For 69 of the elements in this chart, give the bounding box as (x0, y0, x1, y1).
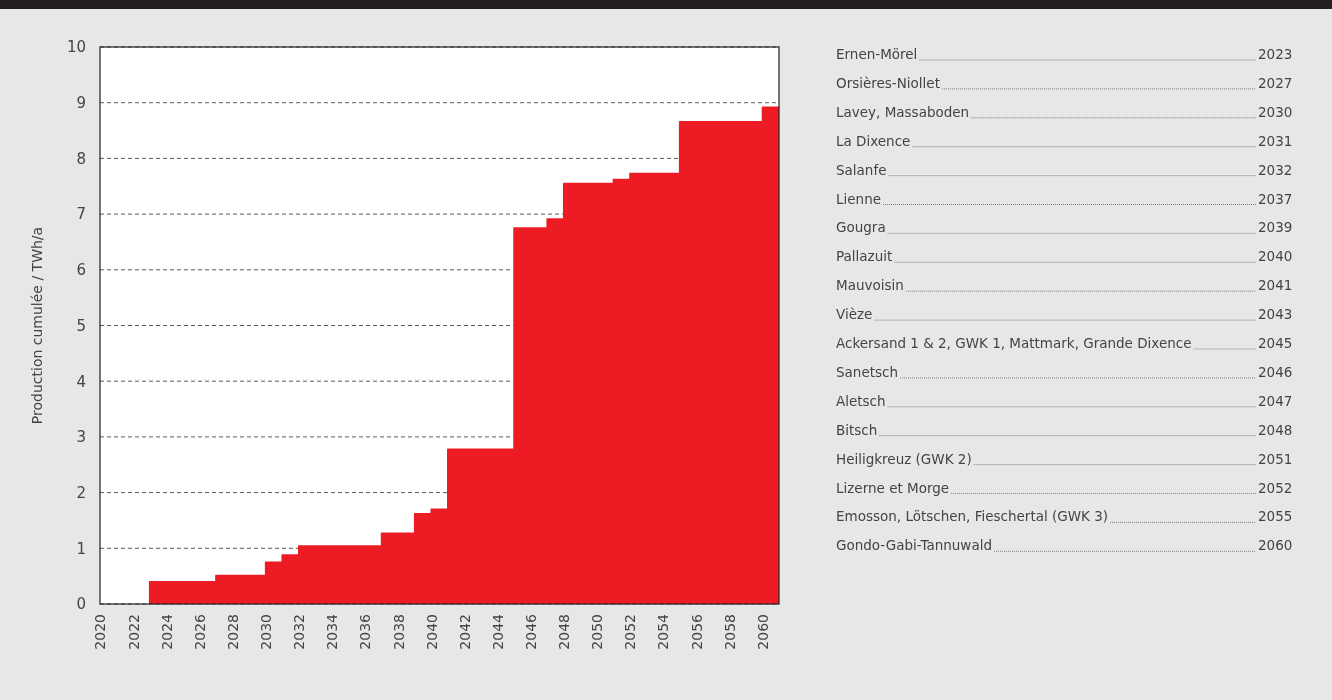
category-label: La Dixence (836, 132, 911, 149)
data-label: 2040 (1258, 248, 1293, 265)
x-tick-label: 2044 (489, 613, 506, 650)
y-tick-label: 6 (76, 261, 86, 280)
x-tick-label: 2022 (125, 614, 142, 650)
category-label: Vièze (836, 306, 873, 323)
data-label: 2051 (1258, 450, 1293, 467)
data-label: 2045 (1258, 335, 1293, 351)
category-label: Sanetsch (836, 363, 899, 380)
category-label: Lizerne et Morge (836, 479, 950, 496)
data-label: 2047 (1258, 392, 1293, 409)
data-label: 2052 (1258, 479, 1293, 496)
y-tick-label: 0 (76, 595, 86, 614)
category-label: Ackersand 1 & 2, GWK 1, Mattmark, Grande Dixence (836, 335, 1192, 351)
category-label: Gondo-Gabi-Tannuwald (836, 537, 992, 554)
y-tick-label: 3 (76, 428, 86, 447)
y-axis-title: Production cumulée / TWh/a (29, 226, 45, 425)
category-label: Gougra (836, 219, 886, 236)
category-label: Heiligkreuz (GWK 2) (836, 450, 972, 467)
y-tick-label: 5 (76, 316, 86, 335)
data-label: 2023 (1258, 46, 1293, 62)
x-tick-label: 2060 (754, 614, 771, 650)
x-tick-label: 2030 (258, 614, 275, 650)
category-label: Mauvoisin (836, 277, 904, 294)
data-label: 2039 (1258, 219, 1293, 236)
y-tick-label: 9 (76, 94, 86, 112)
category-label: Aletsch (836, 392, 886, 409)
data-label: 2037 (1258, 190, 1293, 207)
x-tick-label: 2048 (556, 614, 573, 650)
x-tick-label: 2034 (324, 613, 341, 650)
x-tick-label: 2032 (291, 614, 308, 650)
y-tick-label: 7 (76, 205, 86, 224)
x-tick-label: 2050 (589, 614, 606, 650)
x-tick-label: 2024 (158, 613, 175, 650)
category-label: Emosson, Lötschen, Fieschertal (GWK 3) (836, 508, 1109, 525)
x-tick-label: 2040 (423, 614, 440, 650)
x-tick-label: 2036 (357, 613, 374, 650)
category-label: Salanfe (836, 161, 887, 178)
x-tick-label: 2054 (655, 613, 672, 650)
category-label: Lienne (836, 190, 881, 207)
category-label: Lavey, Massaboden (836, 103, 970, 120)
x-tick-label: 2046 (522, 613, 539, 650)
data-label: 2032 (1258, 161, 1293, 178)
x-tick-label: 2058 (721, 614, 738, 650)
y-tick-label: 4 (76, 372, 86, 391)
data-label: 2055 (1258, 508, 1293, 525)
data-label: 2031 (1258, 132, 1293, 149)
y-tick-label: 8 (76, 149, 86, 168)
x-tick-label: 2020 (92, 614, 109, 650)
data-label: 2027 (1258, 74, 1293, 91)
data-label: 2046 (1258, 363, 1293, 380)
data-label: 2060 (1258, 537, 1293, 554)
y-tick-label: 2 (76, 483, 86, 502)
y-tick-label: 10 (66, 38, 86, 57)
x-tick-label: 2056 (688, 613, 705, 650)
category-label: Pallazuit (836, 248, 893, 265)
data-label: 2030 (1258, 103, 1293, 120)
category-label: Orsières-Niollet (836, 74, 940, 91)
data-label: 2041 (1258, 277, 1293, 294)
x-tick-label: 2028 (224, 614, 241, 650)
category-label: Ernen-Mörel (836, 46, 918, 62)
data-label: 2043 (1258, 306, 1293, 323)
y-tick-label: 1 (76, 539, 86, 558)
x-tick-label: 2042 (456, 614, 473, 650)
x-tick-label: 2052 (622, 614, 639, 650)
x-tick-label: 2026 (191, 613, 208, 650)
x-tick-label: 2038 (390, 614, 407, 650)
category-label: Bitsch (836, 421, 878, 438)
data-label: 2048 (1258, 421, 1293, 438)
